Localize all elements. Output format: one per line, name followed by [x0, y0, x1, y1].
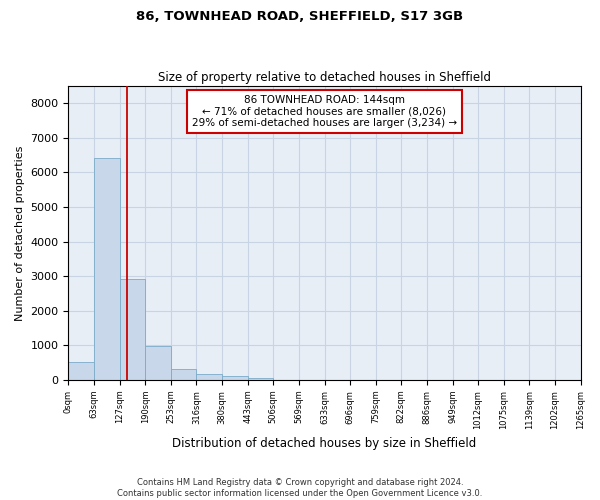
Text: Contains HM Land Registry data © Crown copyright and database right 2024.
Contai: Contains HM Land Registry data © Crown c…: [118, 478, 482, 498]
Bar: [222, 376, 248, 380]
Bar: [171, 368, 196, 380]
Bar: [94, 158, 120, 380]
Bar: [68, 362, 94, 380]
Title: Size of property relative to detached houses in Sheffield: Size of property relative to detached ho…: [158, 70, 491, 84]
Y-axis label: Number of detached properties: Number of detached properties: [15, 146, 25, 320]
Bar: [145, 346, 171, 380]
Bar: [196, 374, 222, 380]
X-axis label: Distribution of detached houses by size in Sheffield: Distribution of detached houses by size …: [172, 437, 476, 450]
Bar: [248, 378, 273, 380]
Bar: [120, 279, 145, 380]
Text: 86 TOWNHEAD ROAD: 144sqm
← 71% of detached houses are smaller (8,026)
29% of sem: 86 TOWNHEAD ROAD: 144sqm ← 71% of detach…: [192, 95, 457, 128]
Text: 86, TOWNHEAD ROAD, SHEFFIELD, S17 3GB: 86, TOWNHEAD ROAD, SHEFFIELD, S17 3GB: [136, 10, 464, 23]
